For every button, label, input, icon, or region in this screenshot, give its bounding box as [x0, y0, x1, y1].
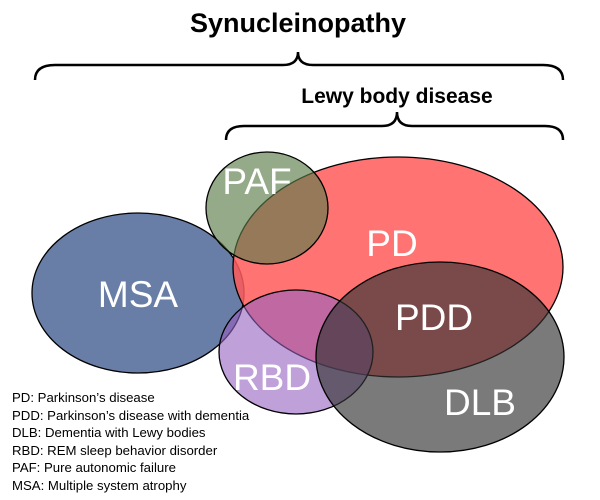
legend-item: RBD: REM sleep behavior disorder [12, 442, 218, 458]
msa-label: MSA [98, 274, 179, 315]
synucleinopathy-title: Synucleinopathy [190, 8, 406, 38]
legend-item: PAF: Pure autonomic failure [12, 460, 176, 476]
dlb-label: DLB [444, 382, 516, 423]
abbreviation-legend: PD: Parkinson’s disease PDD: Parkinson’s… [12, 389, 249, 495]
paf-ellipse [205, 151, 329, 265]
synucleinopathy-brace [33, 51, 565, 81]
legend-item: DLB: Dementia with Lewy bodies [12, 425, 206, 441]
dlb-ellipse [315, 261, 565, 453]
paf-label: PAF [222, 161, 291, 202]
legend-item: PDD: Parkinson’s disease with dementia [12, 407, 250, 423]
rbd-label: RBD [233, 357, 311, 398]
pd-label: PD [366, 223, 417, 264]
legend-item: MSA: Multiple system atrophy [12, 477, 187, 493]
lewy-body-title: Lewy body disease [301, 85, 492, 108]
lewy-body-brace [224, 111, 565, 141]
pdd-label: PDD [395, 297, 473, 338]
legend-item: PD: Parkinson’s disease [12, 390, 155, 405]
